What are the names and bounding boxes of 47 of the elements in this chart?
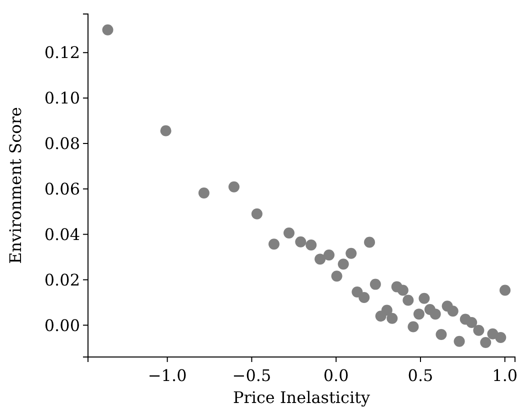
- point: [251, 208, 262, 220]
- point: [397, 284, 408, 296]
- point: [358, 292, 370, 303]
- point: [370, 278, 381, 290]
- point: [306, 240, 317, 250]
- point: [381, 304, 392, 316]
- point: [284, 227, 295, 238]
- point: [331, 270, 342, 282]
- point: [386, 312, 398, 324]
- x-tick-label: 0.5: [408, 366, 434, 385]
- point: [430, 308, 441, 320]
- point: [413, 308, 424, 320]
- y-tick-label: 0.04: [44, 224, 80, 244]
- point: [480, 336, 492, 348]
- point: [473, 324, 484, 336]
- point: [160, 125, 172, 136]
- y-tick-label: 0.08: [44, 134, 80, 154]
- y-tick-label: 0.06: [44, 180, 80, 199]
- point: [102, 24, 114, 36]
- point: [228, 181, 240, 192]
- y-tick-label: 0.00: [44, 316, 80, 335]
- point: [346, 248, 357, 259]
- point: [495, 332, 506, 343]
- point: [402, 294, 414, 306]
- point: [454, 336, 465, 347]
- x-tick-label: 1.0: [492, 366, 518, 385]
- point: [324, 250, 335, 260]
- y-tick-label: 0.12: [44, 43, 80, 62]
- x-tick-label: 0.0: [323, 366, 349, 385]
- point: [314, 254, 326, 265]
- x-axis-title: Price Inelasticity: [232, 388, 370, 407]
- point: [466, 316, 478, 328]
- point: [447, 306, 458, 317]
- x-tick-label: −1.0: [148, 366, 187, 385]
- point: [418, 292, 430, 304]
- point: [268, 238, 280, 250]
- point: [408, 321, 419, 332]
- y-axis-title: Environment Score: [6, 107, 25, 264]
- point: [500, 284, 511, 296]
- point: [436, 329, 447, 340]
- point: [364, 236, 376, 248]
- point: [338, 258, 349, 270]
- x-tick-label: −0.5: [232, 366, 272, 385]
- point: [295, 236, 306, 248]
- y-tick-label: 0.02: [44, 270, 80, 290]
- point: [198, 188, 210, 198]
- y-tick-label: 0.10: [44, 88, 80, 108]
